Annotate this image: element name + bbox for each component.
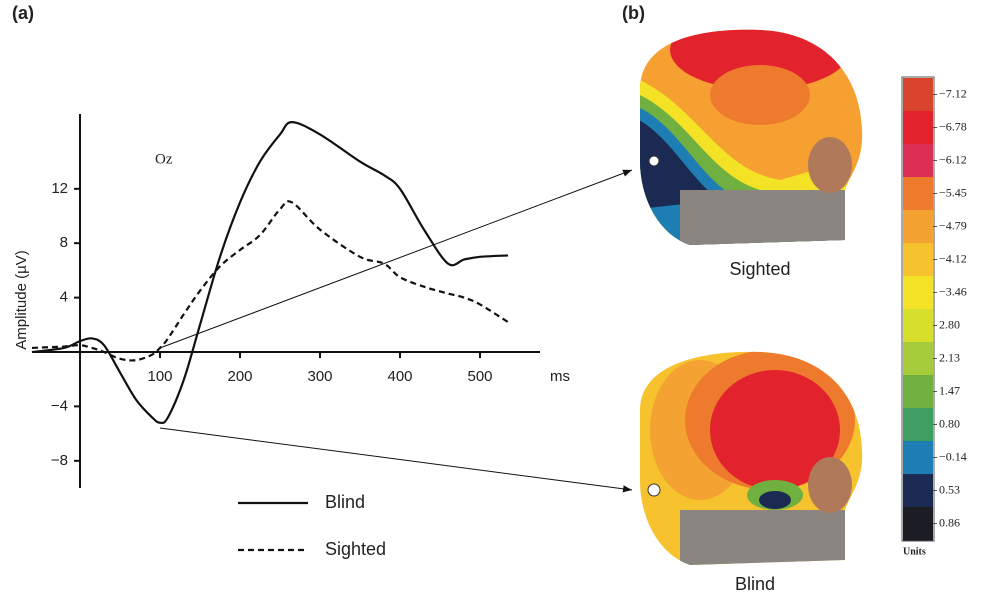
x-tick-label: 200 [227,368,252,385]
panel-label: (a) [12,3,34,23]
series-line [32,201,508,360]
colorbar-cell [903,78,933,112]
panel-label: (b) [622,3,645,23]
legend-label: Sighted [325,539,386,559]
map-label: Sighted [729,259,790,279]
blind-map [630,340,870,570]
y-tick-label: −8 [51,452,68,469]
colorbar-label: −6.12 [939,152,967,166]
y-axis-label: Amplitude (µV) [13,250,30,350]
colorbar-cell [903,177,933,211]
colorbar-cell [903,243,933,277]
colorbar-title: Units [903,546,926,557]
colorbar-cell [903,144,933,178]
colorbar-label: −4.12 [939,251,967,265]
colorbar-label: 1.47 [939,383,960,397]
colorbar-cell [903,375,933,409]
colorbar-label: 2.80 [939,317,960,331]
x-tick-label: 300 [307,368,332,385]
colorbar-label: 0.86 [939,515,960,529]
sighted-map [630,10,870,250]
colorbar-cell [903,276,933,310]
colorbar-label: 0.80 [939,416,960,430]
electrode [648,484,660,496]
x-unit: ms [550,368,570,385]
figure: (a) (b) Sighted Blind −8 −4 4 8 12 100 200 300 4… [0,0,994,600]
colorbar-label: −0.14 [939,449,967,463]
y-tick-label: −4 [51,397,68,414]
legend-label: Blind [325,492,365,512]
colorbar-cell [903,342,933,376]
colorbar-cell [903,507,933,541]
colorbar-cell [903,474,933,508]
x-tick-label: 100 [147,368,172,385]
colorbar-label: −6.78 [939,119,967,133]
colorbar-label: 0.53 [939,482,960,496]
colorbar-cell [903,441,933,475]
y-tick-label: 12 [51,180,68,197]
x-tick-label: 500 [467,368,492,385]
colorbar-label: −3.46 [939,284,967,298]
y-tick-label: 4 [60,289,68,306]
colorbar-label: 2.13 [939,350,960,364]
annotation: Oz [155,151,173,167]
arrow [160,428,632,490]
colorbar-label: −4.79 [939,218,967,232]
colorbar-cell [903,210,933,244]
colorbar-cell [903,111,933,145]
colorbar-cell [903,309,933,343]
series-line [32,122,508,423]
map-label: Blind [735,574,775,594]
x-tick-label: 400 [387,368,412,385]
electrode [649,156,659,166]
y-tick-label: 8 [60,234,68,251]
colorbar-label: −5.45 [939,185,967,199]
colorbar-label: −7.12 [939,86,967,100]
arrow [160,170,632,348]
colorbar-cell [903,408,933,442]
